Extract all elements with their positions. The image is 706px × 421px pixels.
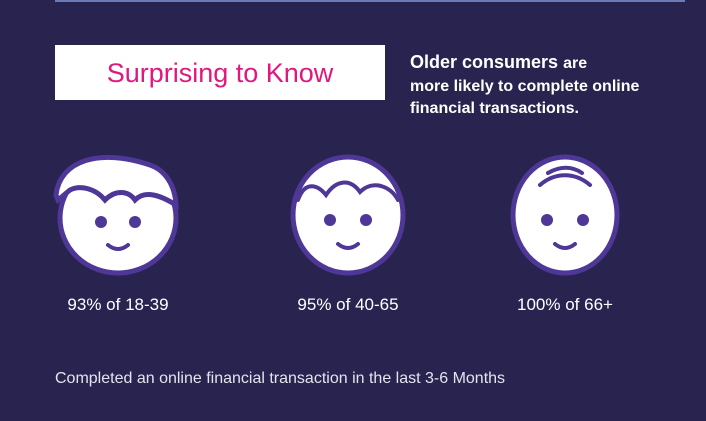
smile [106,243,130,251]
wrinkle [546,165,584,175]
lead-line: are [563,55,587,72]
face-young [53,154,179,276]
face-older [510,154,620,276]
group-label: 95% of 40-65 [297,295,398,314]
group-label: 93% of 18-39 [67,295,168,314]
smile [553,242,577,250]
lead-line: more likely to complete online [410,78,639,95]
wrinkle [538,173,592,187]
hair [53,154,179,210]
face [290,154,406,276]
eye [541,214,553,226]
footnote: Completed an online financial transactio… [55,370,505,387]
smile [336,242,360,250]
eye [324,214,336,226]
top-rule [55,0,685,2]
badge-text: Surprising to Know [107,58,334,88]
hair [296,180,400,202]
badge-box [55,45,385,100]
eye [360,214,372,226]
lead-bold-text: Older consumers [410,52,558,72]
eye [577,214,589,226]
eye [129,216,141,228]
group-label: 100% of 66+ [517,295,613,314]
eye [95,216,107,228]
lead-line: financial transactions. [410,100,579,117]
lead-bold: Older consumers are [410,52,587,72]
face-middle [290,154,406,276]
